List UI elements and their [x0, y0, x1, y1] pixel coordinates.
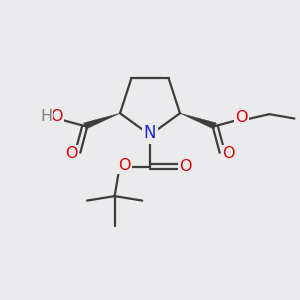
Text: H: H	[40, 109, 52, 124]
Text: O: O	[235, 110, 247, 125]
Text: O: O	[118, 158, 131, 172]
Polygon shape	[180, 113, 216, 129]
Text: O: O	[179, 159, 191, 174]
Text: N: N	[144, 124, 156, 142]
Text: O: O	[65, 146, 77, 161]
Polygon shape	[84, 113, 120, 129]
Text: O: O	[50, 109, 63, 124]
Text: O: O	[223, 146, 235, 161]
